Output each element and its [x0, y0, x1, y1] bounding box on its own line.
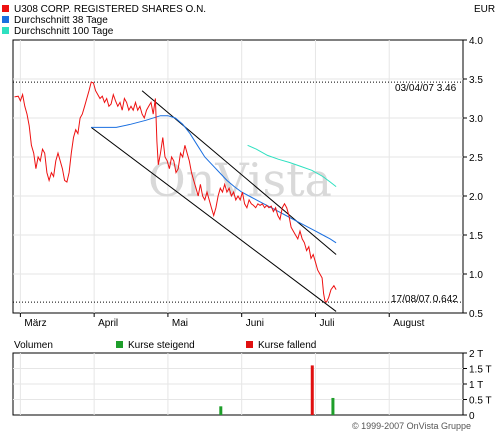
price-lines: [13, 81, 463, 312]
legend-label-ma100: Durchschnitt 100 Tage: [14, 26, 114, 37]
volume-label: Volumen: [14, 340, 53, 351]
x-tick-label: März: [24, 318, 46, 329]
series-ma100: [247, 144, 337, 187]
x-tick-label: Juni: [246, 318, 264, 329]
volume-legend-label-down: Kurse fallend: [258, 340, 316, 351]
volume-bar: [219, 406, 223, 415]
volume-legend-swatch-up: [116, 341, 123, 348]
volume-bars: [219, 365, 335, 415]
volume-tick-label: 0: [469, 411, 475, 422]
y-tick-label: 0.5: [469, 309, 483, 320]
legend-label-ma38: Durchschnitt 38 Tage: [14, 15, 108, 26]
trend-line-lower: [90, 126, 337, 312]
y-tick-label: 1.5: [469, 231, 483, 242]
volume-bar: [331, 397, 335, 415]
volume-legend-swatch-down: [246, 341, 253, 348]
series-ma38: [91, 115, 337, 244]
volume-y-ticks: 0 0.5 T 1 T 1.5 T 2 T: [463, 349, 492, 422]
annotation-high: 03/04/07 3.46: [395, 83, 457, 94]
legend-swatch-price: [2, 5, 9, 12]
legend-swatch-ma100: [2, 27, 9, 34]
x-tick-label: April: [98, 318, 118, 329]
volume-grid: [13, 353, 463, 415]
volume-legend-label-up: Kurse steigend: [128, 340, 195, 351]
x-axis-ticks: März April Mai Juni Juli August: [19, 313, 425, 329]
y-tick-label: 3.0: [469, 114, 483, 125]
y-tick-label: 3.5: [469, 75, 483, 86]
y-tick-label: 2.0: [469, 192, 483, 203]
y-tick-label: 4.0: [469, 36, 483, 47]
copyright: © 1999-2007 OnVista Gruppe: [352, 421, 471, 431]
x-tick-label: Juli: [319, 318, 334, 329]
volume-tick-label: 2 T: [469, 349, 483, 360]
watermark: OnVista: [148, 153, 332, 207]
volume-tick-label: 0.5 T: [469, 396, 492, 407]
volume-tick-label: 1.5 T: [469, 365, 492, 376]
volume-bar: [310, 365, 314, 415]
legend-swatch-ma38: [2, 16, 9, 23]
price-grid: [13, 40, 463, 313]
price-plot-area: [12, 39, 464, 314]
series-price: [14, 81, 337, 303]
legend-label-price: U308 CORP. REGISTERED SHARES O.N.: [14, 4, 206, 15]
y-tick-label: 1.0: [469, 270, 483, 281]
currency-label: EUR: [474, 4, 495, 15]
y-tick-label: 2.5: [469, 153, 483, 164]
x-tick-label: Mai: [172, 318, 188, 329]
annotation-low: 17/08/07 0.642: [391, 294, 458, 305]
volume-tick-label: 1 T: [469, 380, 483, 391]
x-tick-label: August: [393, 318, 424, 329]
y-axis-ticks: 0.5 1.0 1.5 2.0 2.5 3.0 3.5 4.0: [463, 36, 483, 320]
